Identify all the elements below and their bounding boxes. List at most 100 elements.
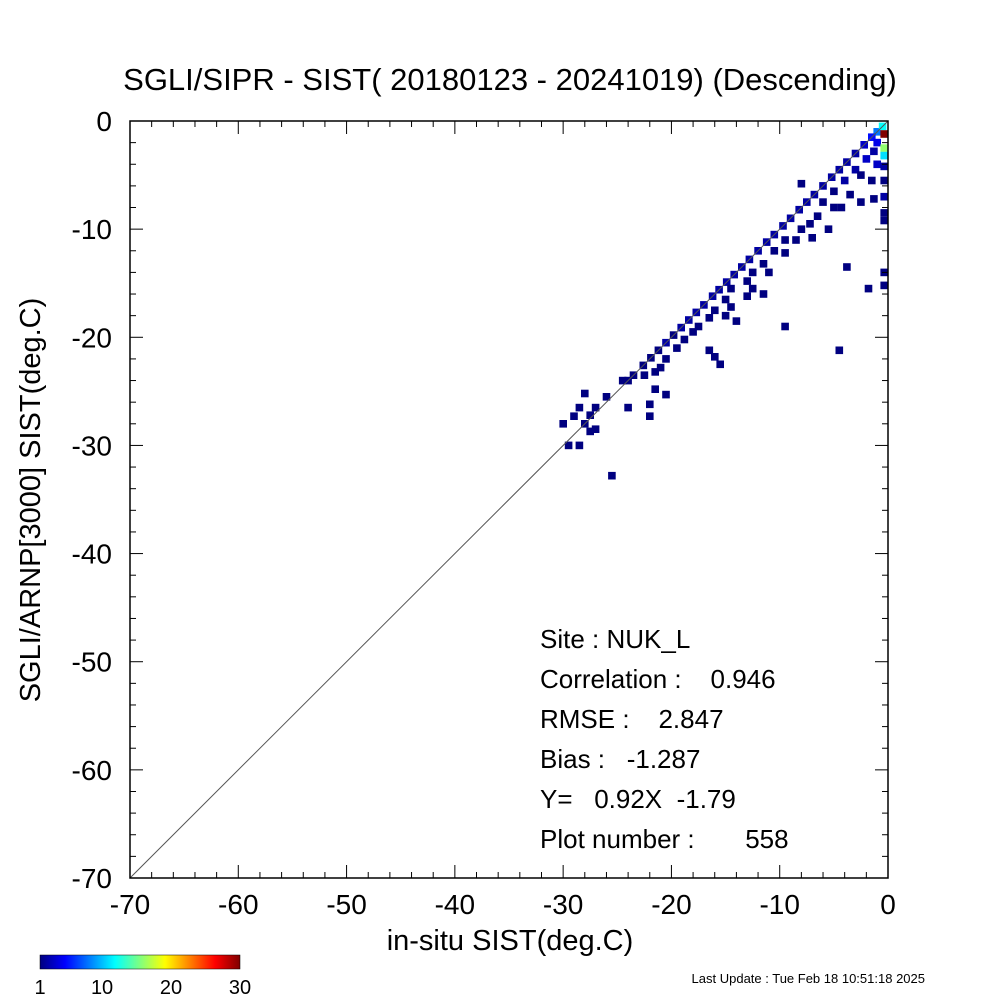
heatmap-bin: [608, 471, 616, 480]
heatmap-bin: [624, 403, 632, 412]
heatmap-bin: [880, 130, 888, 138]
heatmap-bin: [646, 412, 654, 420]
last-update-text: Last Update : Tue Feb 18 10:51:18 2025: [692, 971, 925, 986]
heatmap-bin: [880, 144, 888, 152]
x-tick-label: 0: [880, 889, 896, 920]
heatmap-bin: [575, 403, 584, 412]
heatmap-bin: [575, 441, 584, 450]
heatmap-bin: [862, 155, 871, 163]
y-tick-label: -30: [72, 430, 112, 461]
plot-area: [129, 120, 889, 879]
heatmap-bin: [727, 303, 735, 311]
heatmap-bin: [846, 190, 854, 199]
x-tick-labels: -70 -60 -50 -40 -30 -20 -10 0: [110, 889, 896, 920]
x-tick-label: -50: [326, 889, 366, 920]
heatmap-bin: [835, 346, 844, 355]
heatmap-bin: [591, 403, 600, 412]
heatmap-bin: [837, 203, 846, 212]
heatmap-bin: [770, 247, 779, 255]
heatmap-bin: [781, 236, 789, 244]
colorbar-gradient: [39, 954, 241, 970]
heatmap-bin: [870, 147, 878, 156]
heatmap-bin: [759, 290, 768, 298]
x-tick-label: -60: [218, 889, 258, 920]
heatmap-bin: [797, 179, 806, 188]
heatmap-bin: [759, 260, 768, 268]
heatmap-bin: [870, 195, 878, 203]
stat-plot-number: Plot number : 558: [540, 824, 789, 854]
heatmap-bin: [830, 203, 838, 212]
heatmap-bin: [656, 363, 665, 372]
heatmap-bin: [781, 322, 789, 331]
heatmap-bin: [806, 220, 814, 228]
heatmap-bin: [570, 412, 578, 420]
heatmap-bin: [564, 441, 573, 450]
one-to-one-line: [129, 120, 889, 879]
y-tick-label: -10: [72, 214, 112, 245]
heatmap-bin: [673, 344, 681, 352]
y-tick-label: -20: [72, 322, 112, 353]
heatmap-bin: [843, 263, 851, 271]
colorbar-tick-label: 30: [229, 977, 251, 999]
heatmap-bin: [808, 234, 816, 242]
heatmap-bin: [797, 225, 806, 233]
stat-site: Site : NUK_L: [540, 624, 690, 654]
stat-bias: Bias : -1.287: [540, 744, 700, 774]
plot-frame: [129, 120, 889, 879]
heatmap-bin: [591, 425, 600, 433]
y-tick-label: -50: [72, 647, 112, 678]
heatmap-bin: [880, 176, 888, 185]
heatmap-bin: [640, 371, 649, 379]
y-tick-label: -40: [72, 539, 112, 570]
colorbar-tick-label: 1: [34, 977, 45, 999]
x-tick-label: -20: [651, 889, 691, 920]
heatmap-bin: [646, 400, 654, 409]
heatmap-bin: [857, 198, 865, 206]
heatmap-bin: [868, 176, 876, 185]
heatmap-bin: [873, 138, 881, 147]
heatmap-bin: [880, 192, 888, 201]
heatmap-bin: [705, 346, 714, 355]
heatmap-bin: [711, 306, 719, 315]
heatmap-bin: [851, 165, 860, 174]
heatmap-bin: [880, 162, 888, 171]
stat-rmse: RMSE : 2.847: [540, 704, 724, 734]
heatmap-bin: [711, 353, 719, 361]
heatmap-bin: [765, 268, 773, 277]
heatmap-bin: [880, 209, 888, 217]
y-tick-label: 0: [96, 106, 112, 137]
heatmap-bin: [830, 187, 838, 196]
heatmap-bin: [602, 393, 611, 401]
heatmap-bin: [824, 225, 833, 233]
heatmap-bin: [680, 335, 689, 344]
chart-title: SGLI/SIPR - SIST( 20180123 - 20241019) (…: [123, 62, 897, 97]
heatmap-bin: [651, 385, 659, 393]
heatmap-bin: [880, 216, 888, 225]
y-tick-labels: 0 -10 -20 -30 -40 -50 -60 -70: [72, 106, 112, 894]
y-tick-label: -60: [72, 755, 112, 786]
stat-regression: Y= 0.92X -1.79: [540, 784, 736, 814]
stat-correlation: Correlation : 0.946: [540, 664, 776, 694]
heatmap-bin: [716, 360, 724, 369]
colorbar-tick-label: 10: [91, 977, 113, 999]
colorbar: 1 10 20 30: [34, 954, 251, 999]
heatmap-bin: [873, 160, 881, 169]
x-tick-label: -70: [110, 889, 150, 920]
heatmap-bin: [880, 281, 888, 290]
heatmap-bin: [705, 314, 714, 322]
heatmap-bin: [781, 249, 789, 257]
heatmap-bin: [748, 268, 757, 277]
heatmap-bin: [581, 389, 589, 398]
heatmap-bin: [559, 420, 567, 428]
x-tick-label: -40: [435, 889, 475, 920]
heatmap-bin: [819, 198, 827, 206]
heatmap-bin: [748, 284, 757, 293]
x-axis-label: in-situ SIST(deg.C): [387, 925, 634, 957]
colorbar-labels: 1 10 20 30: [34, 977, 251, 999]
heatmap-bin: [586, 411, 594, 419]
heatmap-bin: [651, 368, 659, 376]
heatmap-bin: [689, 328, 697, 336]
x-tick-label: -10: [759, 889, 799, 920]
x-tick-label: -30: [543, 889, 583, 920]
